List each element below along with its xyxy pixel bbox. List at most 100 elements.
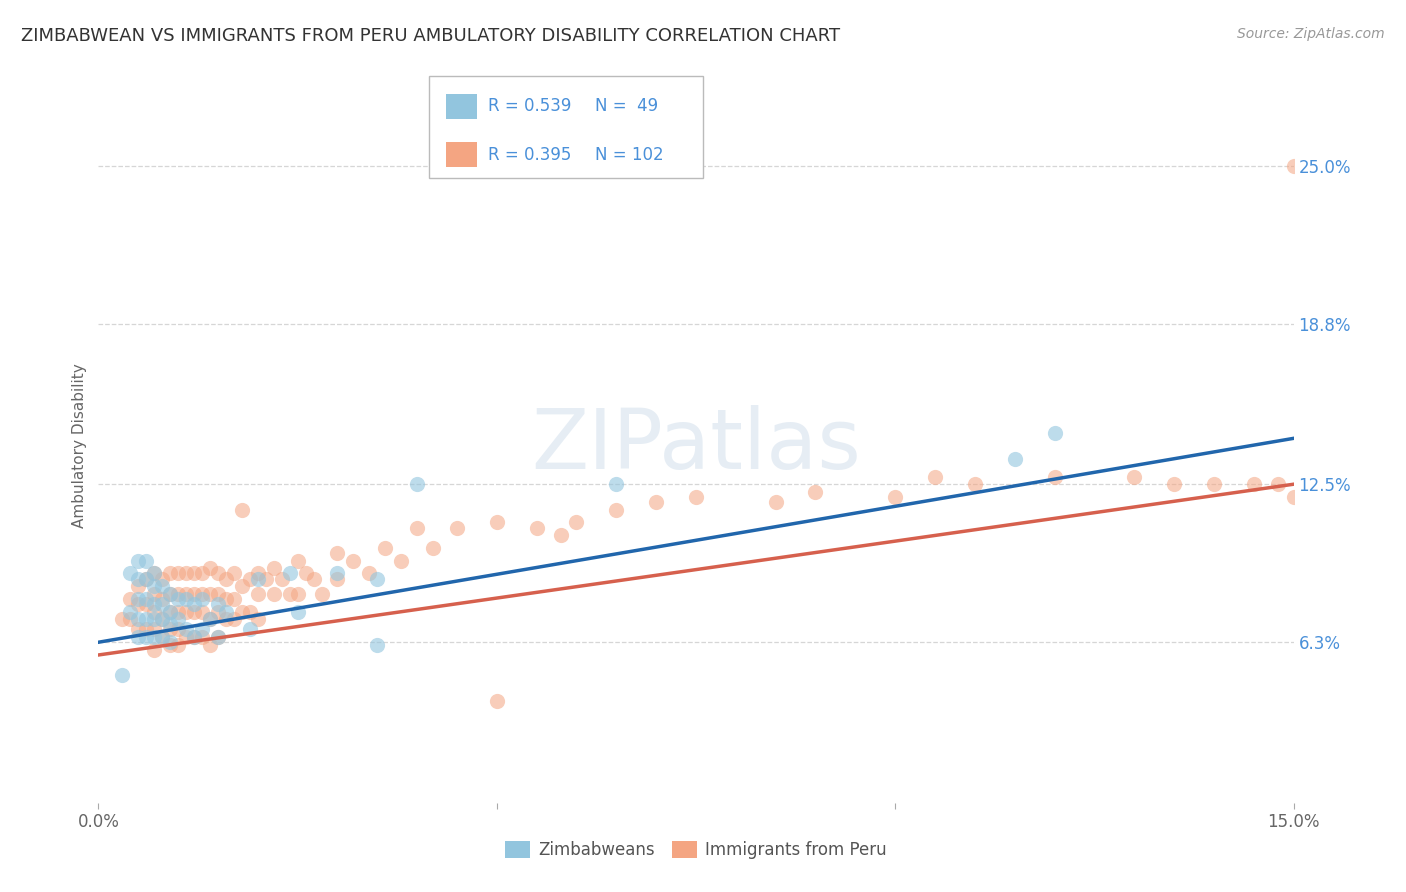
Point	[150, 612, 173, 626]
Point	[143, 605, 166, 619]
Point	[135, 572, 157, 586]
Point	[183, 605, 205, 619]
Point	[406, 520, 429, 534]
Point	[1043, 426, 1066, 441]
Text: ZIPatlas: ZIPatlas	[531, 406, 860, 486]
Point	[183, 587, 205, 601]
Point	[263, 561, 285, 575]
Point	[159, 587, 181, 601]
Text: R = 0.395: R = 0.395	[488, 145, 571, 163]
Point	[1202, 477, 1225, 491]
Point	[685, 490, 707, 504]
Point	[254, 572, 277, 586]
Text: Source: ZipAtlas.com: Source: ZipAtlas.com	[1237, 27, 1385, 41]
Point	[207, 630, 229, 644]
Point	[287, 587, 309, 601]
Legend: Zimbabweans, Immigrants from Peru: Zimbabweans, Immigrants from Peru	[499, 834, 893, 866]
Point	[215, 612, 238, 626]
Point	[374, 541, 396, 555]
Point	[287, 605, 309, 619]
Point	[215, 605, 238, 619]
Point	[1282, 490, 1305, 504]
Point	[311, 587, 333, 601]
Point	[342, 554, 364, 568]
Point	[239, 605, 262, 619]
Point	[135, 597, 157, 611]
Point	[120, 566, 142, 581]
Point	[127, 579, 149, 593]
Point	[167, 591, 190, 606]
Point	[127, 623, 149, 637]
Point	[150, 612, 173, 626]
Point	[183, 597, 205, 611]
Point	[231, 502, 253, 516]
Point	[159, 617, 181, 632]
Point	[174, 605, 197, 619]
Point	[159, 623, 181, 637]
Point	[485, 516, 508, 530]
Point	[963, 477, 986, 491]
Point	[231, 605, 253, 619]
Point	[111, 612, 134, 626]
Point	[174, 630, 197, 644]
Point	[159, 605, 181, 619]
Point	[174, 623, 197, 637]
Point	[167, 623, 190, 637]
Point	[1043, 469, 1066, 483]
Point	[143, 566, 166, 581]
Point	[191, 566, 214, 581]
Point	[111, 668, 134, 682]
Point	[143, 579, 166, 593]
Point	[765, 495, 787, 509]
Point	[174, 566, 197, 581]
Point	[366, 572, 388, 586]
Point	[207, 566, 229, 581]
Point	[278, 566, 301, 581]
Point	[565, 516, 588, 530]
Point	[359, 566, 381, 581]
Point	[150, 579, 173, 593]
Point	[191, 591, 214, 606]
Point	[198, 587, 221, 601]
Point	[207, 587, 229, 601]
Point	[246, 587, 269, 601]
Point	[1282, 159, 1305, 173]
Point	[198, 612, 221, 626]
Point	[167, 566, 190, 581]
Point	[246, 572, 269, 586]
Point	[485, 694, 508, 708]
Point	[143, 630, 166, 644]
Point	[222, 591, 245, 606]
Point	[302, 572, 325, 586]
Point	[263, 587, 285, 601]
Point	[222, 612, 245, 626]
Point	[239, 623, 262, 637]
Point	[278, 587, 301, 601]
Y-axis label: Ambulatory Disability: Ambulatory Disability	[72, 364, 87, 528]
Point	[143, 597, 166, 611]
Point	[159, 587, 181, 601]
Point	[207, 597, 229, 611]
Point	[143, 612, 166, 626]
Point	[120, 612, 142, 626]
Point	[1123, 469, 1146, 483]
Point	[120, 591, 142, 606]
Point	[167, 605, 190, 619]
Text: N = 102: N = 102	[595, 145, 664, 163]
Point	[1243, 477, 1265, 491]
Point	[183, 566, 205, 581]
Point	[231, 579, 253, 593]
Point	[159, 635, 181, 649]
Point	[150, 597, 173, 611]
Point	[127, 630, 149, 644]
Point	[270, 572, 292, 586]
Point	[198, 612, 221, 626]
Point	[326, 572, 349, 586]
Point	[605, 502, 627, 516]
Point	[1267, 477, 1289, 491]
Point	[294, 566, 316, 581]
Point	[191, 587, 214, 601]
Point	[191, 623, 214, 637]
Point	[174, 587, 197, 601]
Point	[422, 541, 444, 555]
